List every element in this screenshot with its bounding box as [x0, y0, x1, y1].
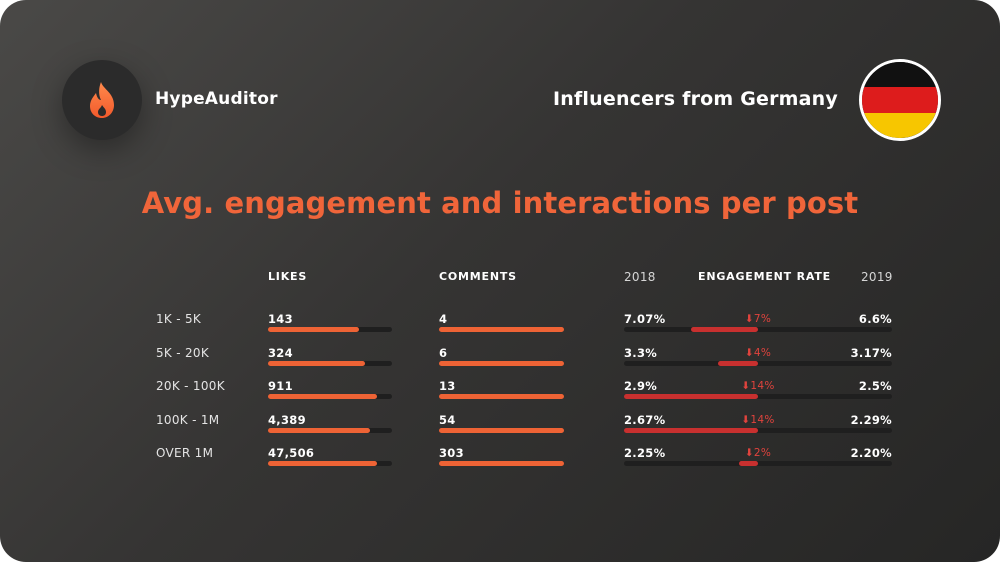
engagement-2018-value: 7.07% [624, 312, 666, 326]
likes-bar [268, 360, 365, 366]
engagement-change: ⬇7% [744, 313, 772, 325]
likes-bar [268, 327, 359, 332]
comments-value: 13 [439, 379, 456, 393]
engagement-2019-value: 2.20% [850, 446, 892, 460]
engagement-bar [624, 394, 758, 399]
likes-bar-track [268, 394, 392, 399]
germany-flag-icon [859, 59, 941, 141]
engagement-2019-value: 2.29% [850, 412, 892, 427]
engagement-2018-value: 2.67% [624, 412, 666, 427]
logo-badge [62, 60, 142, 140]
comments-bar-track [439, 327, 564, 332]
engagement-bar-track [624, 394, 892, 399]
engagement-change: ⬇14% [741, 380, 775, 392]
flame-icon [90, 82, 114, 118]
likes-bar-track [268, 461, 392, 466]
likes-bar-track [268, 427, 392, 433]
engagement-bar [739, 461, 758, 466]
comments-value: 6 [439, 345, 448, 360]
engagement-2019-value: 6.6% [858, 312, 892, 326]
chart-title: Avg. engagement and interactions per pos… [141, 186, 859, 220]
year-2018-header: 2018 [624, 270, 656, 284]
likes-header: LIKES [268, 270, 308, 283]
row-label-tier: 5K - 20K [156, 345, 210, 360]
comments-bar [439, 461, 564, 466]
row-label-tier: OVER 1M [156, 446, 214, 460]
comments-bar-track [439, 394, 564, 399]
row-label-tier: 1K - 5K [156, 312, 202, 326]
engagement-change: ⬇2% [744, 447, 772, 459]
engagement-2018-value: 3.3% [624, 345, 658, 360]
likes-value: 143 [268, 312, 293, 326]
comments-value: 4 [439, 312, 448, 326]
engagement-bar-track [624, 360, 892, 366]
comments-bar [439, 427, 564, 433]
likes-bar [268, 427, 370, 433]
engagement-change: ⬇14% [741, 413, 775, 426]
engagement-2019-value: 2.5% [858, 379, 892, 393]
likes-value: 324 [268, 345, 293, 360]
comments-bar [439, 327, 564, 332]
likes-bar-track [268, 360, 392, 366]
comments-bar [439, 394, 564, 399]
engagement-bar [624, 427, 758, 433]
row-label-tier: 100K - 1M [156, 412, 220, 427]
likes-value: 4,389 [268, 412, 306, 427]
likes-bar-track [268, 327, 392, 332]
row-label-tier: 20K - 100K [156, 379, 225, 393]
comments-bar-track [439, 360, 564, 366]
engagement-bar [717, 360, 758, 366]
comments-value: 54 [439, 412, 456, 427]
engagement-rate-header: ENGAGEMENT RATE [698, 270, 831, 283]
engagement-bar [691, 327, 758, 332]
brand-name: HypeAuditor [155, 89, 278, 109]
engagement-change: ⬇4% [744, 346, 772, 359]
comments-bar-track [439, 427, 564, 433]
likes-bar [268, 394, 378, 399]
engagement-2018-value: 2.25% [624, 446, 666, 460]
likes-bar [268, 461, 378, 466]
comments-bar-track [439, 461, 564, 466]
engagement-bar-track [624, 427, 892, 433]
likes-value: 911 [268, 379, 293, 393]
comments-bar [439, 360, 564, 366]
likes-value: 47,506 [268, 446, 315, 460]
year-2019-header: 2019 [861, 270, 893, 284]
engagement-2018-value: 2.9% [624, 379, 658, 393]
comments-header: COMMENTS [439, 270, 517, 283]
engagement-bar-track [624, 327, 892, 332]
engagement-2019-value: 3.17% [850, 345, 892, 360]
engagement-bar-track [624, 461, 892, 466]
region-label: Influencers from Germany [552, 88, 838, 110]
comments-value: 303 [439, 446, 464, 460]
